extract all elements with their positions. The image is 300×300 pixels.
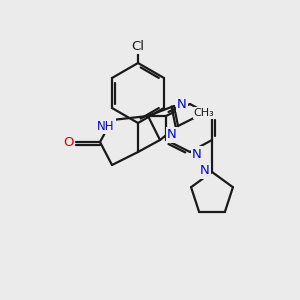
Text: Cl: Cl [131, 40, 145, 52]
Text: N: N [177, 98, 187, 110]
Text: CH₃: CH₃ [194, 108, 214, 118]
Text: O: O [63, 136, 73, 148]
Text: N: N [200, 164, 210, 178]
Text: N: N [167, 128, 177, 142]
Text: NH: NH [97, 119, 115, 133]
Text: N: N [192, 148, 202, 160]
